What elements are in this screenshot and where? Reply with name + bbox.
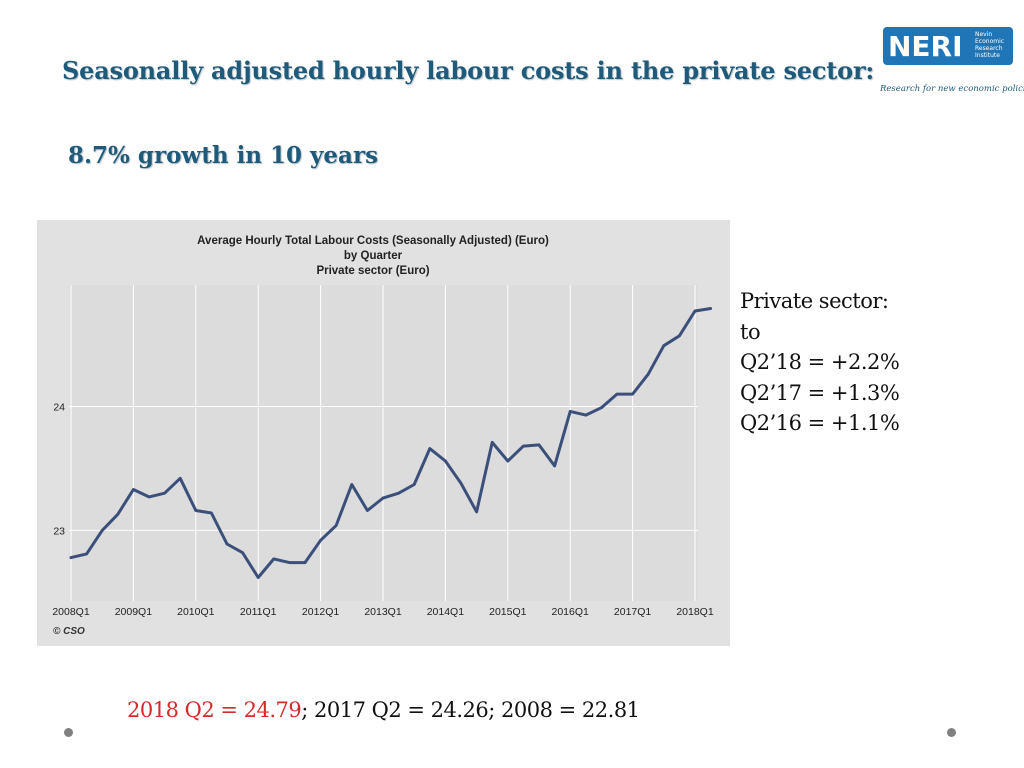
data-point <box>475 510 478 513</box>
side-note: Private sector: to Q2’18 = +2.2% Q2’17 =… <box>740 286 900 439</box>
data-point <box>600 406 603 409</box>
chart-title-line-2: by Quarter <box>344 250 403 262</box>
data-point <box>584 413 587 417</box>
series-line <box>69 307 713 579</box>
data-point <box>678 334 681 338</box>
side-note-line: Q2’16 = +1.1% <box>740 411 900 435</box>
x-tick-label: 2010Q1 <box>177 606 215 618</box>
data-point <box>366 509 369 512</box>
x-tick-label: 2011Q1 <box>240 606 277 618</box>
logo-word: Research <box>975 45 1003 52</box>
y-tick-label: 24 <box>53 401 65 413</box>
data-point <box>631 392 634 396</box>
data-point <box>350 483 353 486</box>
x-tick-label: 2015Q1 <box>489 606 527 618</box>
chart-title-line-3: Private sector (Euro) <box>316 265 429 277</box>
x-tick-label: 2014Q1 <box>427 606 465 618</box>
data-point <box>179 477 182 480</box>
side-note-line: to <box>740 319 761 344</box>
data-point <box>319 539 322 542</box>
x-tick-label: 2013Q1 <box>364 606 402 618</box>
data-point <box>662 344 665 347</box>
data-point <box>147 495 151 499</box>
data-points <box>69 307 712 579</box>
data-point <box>225 542 229 546</box>
data-point <box>116 513 120 516</box>
footer-summary: 2018 Q2 = 24.79; 2017 Q2 = 24.26; 2008 =… <box>127 698 640 722</box>
data-point <box>210 511 213 515</box>
chart-title-line-1: Average Hourly Total Labour Costs (Seaso… <box>197 235 549 247</box>
data-point <box>69 556 73 559</box>
data-point <box>194 509 197 512</box>
logo-words: Nevin Economic Research Institute <box>975 31 1004 59</box>
footer-highlight: 2018 Q2 = 24.79 <box>127 698 302 722</box>
logo-word: Nevin <box>975 31 993 38</box>
data-point <box>693 309 697 313</box>
neri-logo: NERI Nevin Economic Research Institute R… <box>880 22 1024 98</box>
chart-panel: Average Hourly Total Labour Costs (Seaso… <box>37 220 730 646</box>
line-chart: Average Hourly Total Labour Costs (Seaso… <box>52 235 714 637</box>
slide-dot-right <box>947 728 956 737</box>
data-point <box>381 496 385 500</box>
data-point <box>459 482 463 485</box>
logo-tagline: Research for new economic policies <box>880 84 1024 94</box>
data-point <box>288 561 291 564</box>
data-point <box>272 557 275 561</box>
x-tick-label: 2009Q1 <box>115 606 153 618</box>
data-point <box>444 459 447 463</box>
side-note-line: Private sector: <box>740 289 889 313</box>
side-note-line: Q2’17 = +1.3% <box>740 380 900 405</box>
data-point <box>101 529 104 532</box>
x-tick-label: 2008Q1 <box>52 606 90 618</box>
data-point <box>569 410 572 413</box>
chart-credit: © CSO <box>53 626 85 637</box>
logo-word: Economic <box>975 38 1005 45</box>
logo-badge: NERI Nevin Economic Research Institute <box>883 27 1013 65</box>
data-point <box>163 491 166 495</box>
data-point <box>491 441 494 444</box>
footer-rest: ; 2017 Q2 = 24.26; 2008 = 22.81 <box>301 698 640 722</box>
data-point <box>553 464 556 468</box>
data-point <box>413 483 416 486</box>
y-tick-label: 23 <box>53 525 65 537</box>
data-point <box>241 551 244 554</box>
x-tick-label: 2012Q1 <box>302 606 340 618</box>
x-tick-label: 2018Q1 <box>676 606 714 618</box>
data-point <box>522 444 525 448</box>
data-point <box>428 447 431 450</box>
data-point <box>85 552 88 556</box>
data-point <box>506 459 509 463</box>
x-tick-label: 2016Q1 <box>552 606 590 618</box>
logo-word: Institute <box>975 52 1000 59</box>
data-point <box>132 488 135 491</box>
data-point <box>709 307 712 310</box>
data-point <box>257 576 260 579</box>
side-note-line: Q2’18 = +2.2% <box>740 350 900 374</box>
data-point <box>537 443 541 447</box>
data-point <box>647 373 650 376</box>
data-point <box>397 491 400 495</box>
logo-name: NERI <box>888 30 963 63</box>
data-point <box>335 524 338 527</box>
slide-dot-left <box>64 728 73 737</box>
data-point <box>303 561 307 564</box>
x-tick-label: 2017Q1 <box>614 606 652 618</box>
axis-ticks: 2008Q1 2009Q1 2010Q1 2011Q1 2012Q1 2013Q1 2014… <box>52 401 714 618</box>
grid-lines <box>69 285 698 601</box>
slide-subtitle: 8.7% growth in 10 years <box>68 142 379 169</box>
slide-title: Seasonally adjusted hourly labour costs … <box>62 56 875 85</box>
data-point <box>615 392 619 396</box>
